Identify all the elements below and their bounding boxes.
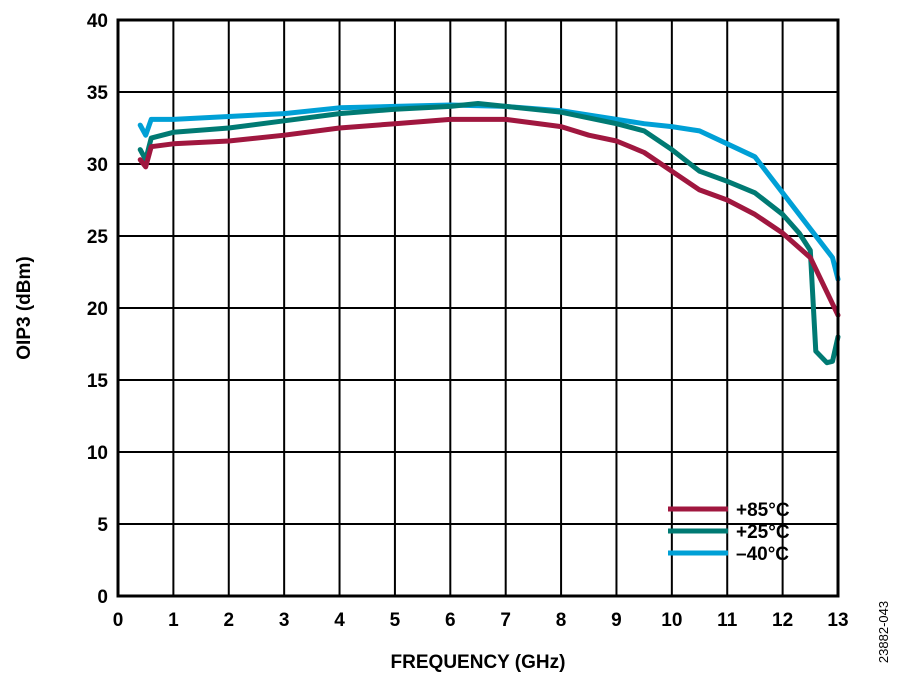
series-line — [137, 102, 841, 282]
x-tick-label: 3 — [279, 610, 290, 631]
y-tick-labels: 0 5 10 15 20 25 30 35 40 — [87, 11, 109, 608]
y-tick-label: 30 — [87, 155, 108, 176]
x-tick-label: 11 — [717, 610, 738, 631]
legend-label: –40°C — [736, 544, 789, 565]
legend-label: +85°C — [736, 500, 790, 521]
x-tick-labels: 0 1 2 3 4 5 6 7 8 9 10 11 12 13 — [113, 610, 849, 631]
x-tick-label: 0 — [113, 610, 124, 631]
series-line — [137, 116, 841, 318]
x-tick-label: 7 — [500, 610, 511, 631]
x-tick-label: 5 — [390, 610, 401, 631]
x-tick-label: 1 — [168, 610, 179, 631]
x-tick-label: 9 — [611, 610, 622, 631]
y-tick-label: 5 — [97, 515, 108, 536]
plot-frame — [116, 18, 840, 598]
x-axis-label: FREQUENCY (GHz) — [391, 652, 566, 673]
series-line — [137, 101, 841, 366]
x-tick-label: 6 — [445, 610, 456, 631]
y-axis-label: OIP3 (dBm) — [14, 256, 35, 359]
y-tick-label: 20 — [87, 299, 108, 320]
y-tick-label: 25 — [87, 227, 109, 248]
y-tick-label: 15 — [87, 371, 109, 392]
y-tick-label: 0 — [97, 587, 108, 608]
x-tick-label: 10 — [661, 610, 682, 631]
y-tick-label: 40 — [87, 11, 108, 32]
legend-label: +25°C — [736, 522, 790, 543]
series-lines — [137, 101, 841, 366]
x-tick-label: 8 — [556, 610, 567, 631]
x-tick-label: 4 — [334, 610, 345, 631]
figure-id: 23882-043 — [876, 601, 891, 663]
legend: +85°C+25°C–40°C — [668, 500, 790, 565]
y-tick-label: 10 — [87, 443, 108, 464]
x-tick-label: 12 — [772, 610, 793, 631]
x-tick-label: 13 — [827, 610, 848, 631]
y-tick-label: 35 — [87, 83, 109, 104]
x-tick-label: 2 — [223, 610, 234, 631]
